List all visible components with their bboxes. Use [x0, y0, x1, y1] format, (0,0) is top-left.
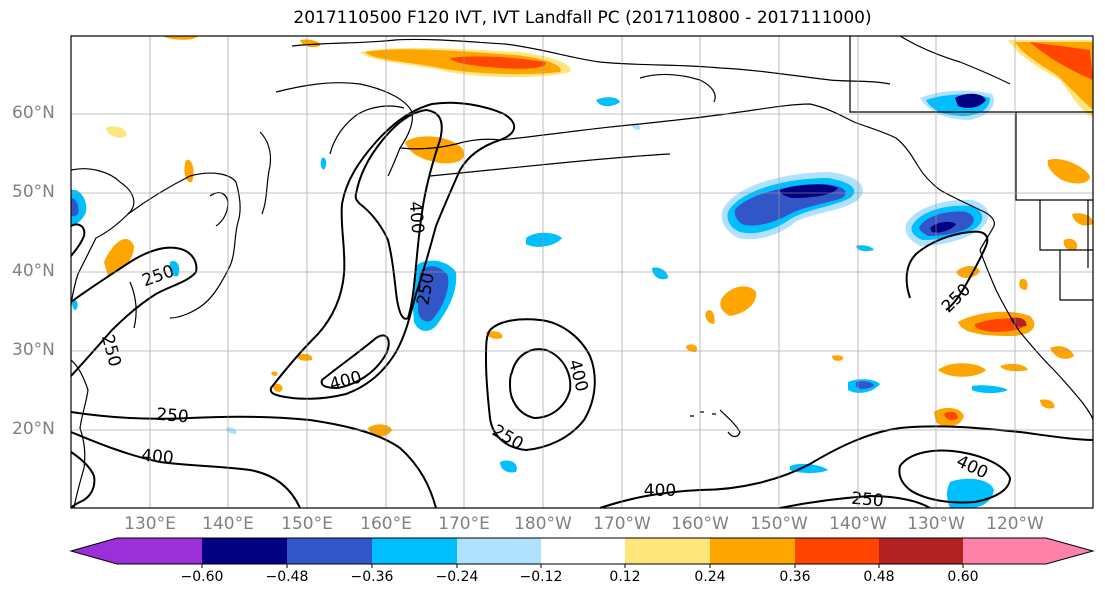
colorbar — [69, 537, 1095, 568]
colorbar-tick-label: −0.48 — [265, 569, 309, 585]
lon-label: 150°W — [750, 514, 808, 534]
lat-label: 40°N — [12, 261, 55, 281]
contour-label: 400 — [405, 201, 428, 235]
colorbar-segment — [457, 538, 541, 564]
lon-label: 140°W — [829, 514, 887, 534]
colorbar-segment — [287, 538, 372, 564]
lon-label: 120°W — [986, 514, 1044, 534]
colorbar-outline — [69, 537, 1095, 565]
colorbar-tick-label: −0.60 — [180, 569, 224, 585]
lon-label: 170°W — [593, 514, 651, 534]
colorbar-segment — [117, 538, 202, 564]
colorbar-tick-label: 0.48 — [863, 569, 895, 585]
lat-label: 60°N — [12, 103, 55, 123]
map-frame — [70, 35, 1094, 509]
contour-label: 250 — [155, 405, 189, 428]
colorbar-extend-min — [71, 538, 117, 564]
colorbar-segment — [372, 538, 457, 564]
colorbar-segment — [879, 538, 963, 564]
colorbar-extend-max — [963, 538, 1093, 564]
lat-label: 50°N — [12, 182, 55, 202]
lon-label: 180°W — [514, 514, 572, 534]
map-title: 2017110500 F120 IVT, IVT Landfall PC (20… — [293, 8, 872, 28]
contour-label: 250 — [938, 280, 975, 317]
lon-label: 140°E — [202, 514, 254, 534]
lon-label: 160°E — [360, 514, 412, 534]
colorbar-tick-label: 0.12 — [609, 569, 641, 585]
contour-label: 400 — [140, 446, 174, 469]
colorbar-tick-label: −0.36 — [350, 569, 394, 585]
contour-label: 400 — [953, 452, 991, 484]
lon-label: 170°E — [438, 514, 490, 534]
lon-label: 130°E — [124, 514, 176, 534]
gridlines — [71, 36, 1093, 508]
lat-label: 30°N — [12, 340, 55, 360]
ivt-contours — [71, 101, 1093, 508]
lon-label: 160°W — [671, 514, 729, 534]
colorbar-segment — [202, 538, 287, 564]
colorbar-tick-label: −0.12 — [519, 569, 563, 585]
contour-label: 400 — [644, 481, 676, 501]
colorbar-segment — [541, 538, 625, 564]
colorbar-tick-label: −0.24 — [435, 569, 479, 585]
coastlines — [71, 36, 1093, 508]
contour-label: 400 — [564, 357, 592, 394]
colorbar-tick-label: 0.60 — [947, 569, 979, 585]
negative-anomaly-shading — [71, 90, 1008, 508]
lon-label: 130°W — [907, 514, 965, 534]
colorbar-segment — [625, 538, 710, 564]
lon-label: 150°E — [281, 514, 333, 534]
colorbar-tick-label: 0.24 — [694, 569, 726, 585]
contour-labels: 250 250 400 250 400 250 400 400 250 400 … — [97, 201, 991, 512]
contour-label: 250 — [850, 489, 884, 512]
colorbar-segment — [710, 538, 795, 564]
colorbar-tick-label: 0.36 — [779, 569, 811, 585]
colorbar-segment — [795, 538, 879, 564]
lat-label: 20°N — [12, 419, 55, 439]
